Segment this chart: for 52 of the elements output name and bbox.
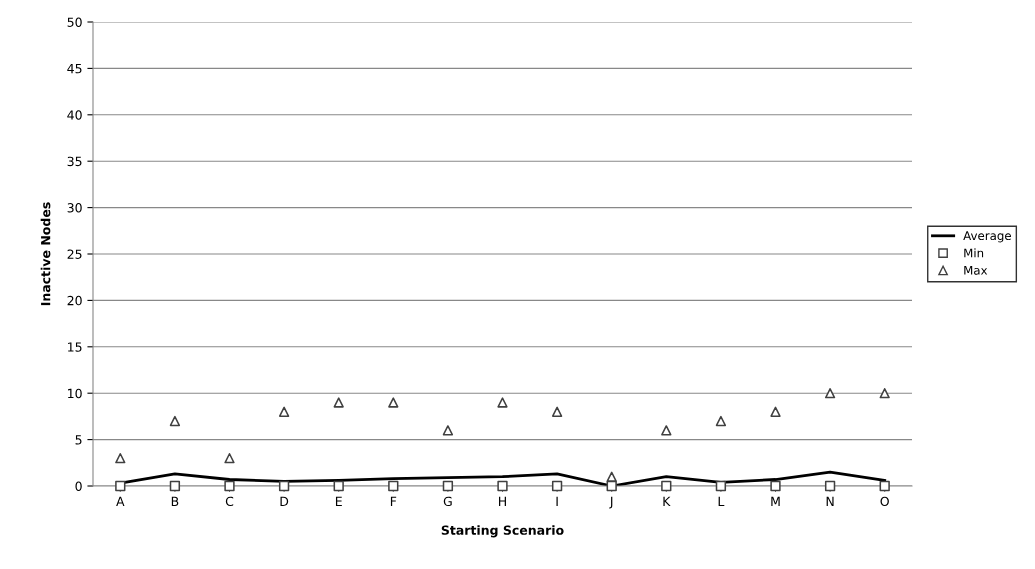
x-tick-label: F: [390, 496, 397, 506]
x-tick-label: J: [609, 496, 613, 509]
point: [115, 453, 126, 464]
legend-label: Min: [964, 248, 984, 258]
y-tick-label: 5: [75, 435, 82, 445]
point: [115, 480, 126, 492]
point: [169, 415, 181, 427]
y-tick-label: 40: [67, 110, 82, 120]
x-axis-title: Starting Scenario: [441, 525, 564, 538]
y-tick-label: 35: [67, 156, 82, 167]
point: [497, 397, 508, 408]
point: [388, 480, 399, 492]
point: [224, 453, 235, 464]
x-tick-label: C: [225, 496, 234, 507]
point: [661, 480, 672, 492]
point: [824, 388, 836, 399]
y-tick-label: 25: [67, 249, 82, 259]
point: [224, 480, 235, 492]
x-tick-label: N: [826, 496, 834, 506]
point: [770, 480, 781, 492]
legend-label: Max: [964, 265, 988, 275]
x-tick-label: M: [771, 496, 780, 506]
x-tick-label: H: [499, 496, 506, 506]
x-tick-label: G: [443, 496, 452, 507]
x-tick-label: K: [663, 496, 671, 506]
x-tick-label: L: [718, 496, 725, 506]
y-tick-label: 50: [67, 17, 82, 27]
point: [879, 388, 890, 399]
point: [333, 480, 344, 492]
y-tick-label: 30: [67, 203, 82, 213]
y-tick-label: 10: [68, 388, 82, 399]
y-tick-label: 0: [75, 481, 82, 491]
point: [715, 480, 727, 492]
point: [879, 480, 890, 492]
x-tick-label: B: [171, 496, 179, 506]
point: [824, 480, 836, 492]
y-tick-label: 20: [67, 295, 82, 306]
point: [278, 480, 290, 492]
y-tick-label: 45: [67, 64, 82, 74]
point: [442, 480, 454, 492]
y-tick-label: 15: [68, 342, 82, 352]
point: [551, 480, 563, 492]
point: [715, 415, 727, 427]
point: [497, 480, 508, 492]
x-tick-label: O: [880, 496, 889, 507]
point: [169, 480, 181, 492]
legend-label: Average: [963, 231, 1011, 243]
x-tick-label: I: [556, 496, 558, 506]
x-tick-label: A: [116, 496, 125, 506]
y-axis-title: Inactive Nodes: [40, 202, 51, 306]
x-tick-label: D: [280, 496, 289, 506]
x-tick-label: E: [335, 496, 342, 506]
